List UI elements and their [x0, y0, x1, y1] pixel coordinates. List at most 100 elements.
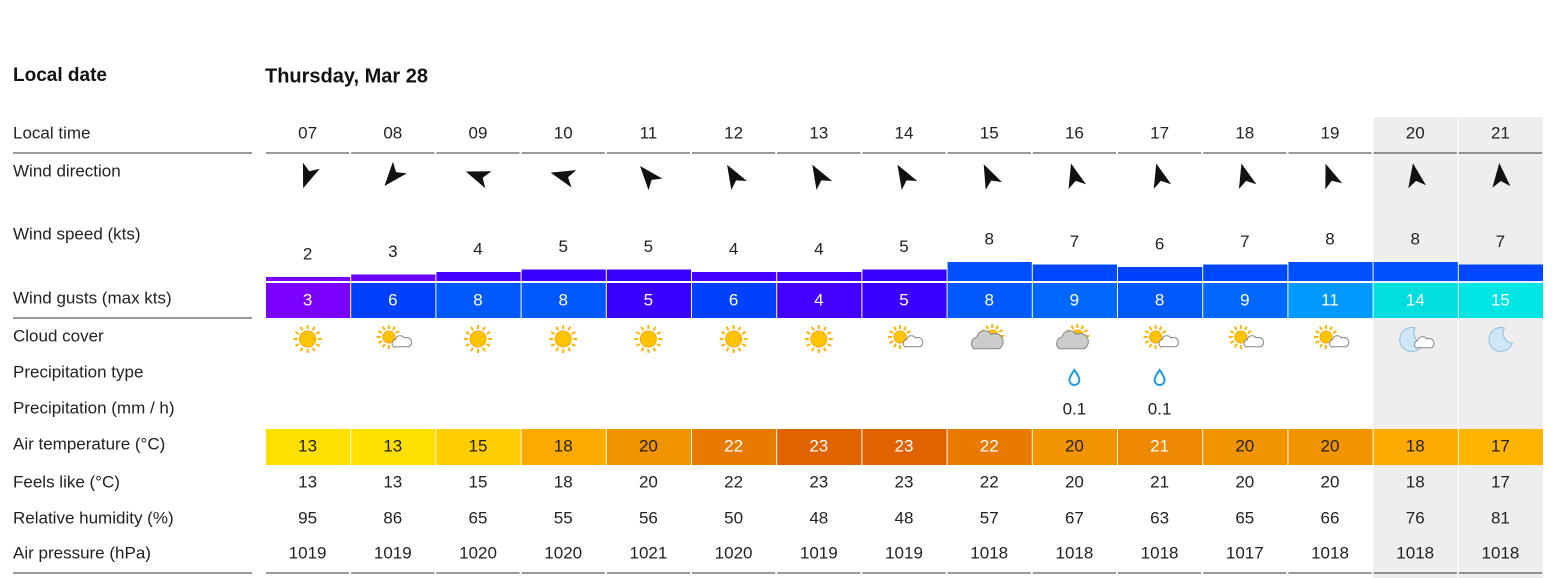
wind-gust-cell	[1118, 283, 1203, 318]
wind-gust-cell	[862, 283, 947, 318]
wind-arrow	[640, 166, 663, 191]
wind-arrow	[812, 164, 833, 191]
temperature-cell	[1118, 429, 1203, 465]
wind-arrow	[1068, 163, 1086, 189]
air-temperature: 23	[809, 436, 828, 455]
air-temperature: 20	[639, 436, 658, 455]
air-temperature: 20	[1321, 436, 1340, 455]
wind-arrow	[550, 170, 577, 188]
pressure: 1020	[459, 543, 497, 562]
wind-speed-bar	[1032, 264, 1117, 281]
sun-ray	[550, 331, 556, 335]
hour: 08	[383, 123, 402, 142]
hour: 13	[809, 123, 828, 142]
temperature-cell	[947, 429, 1032, 465]
row-label: Air temperature (°C)	[13, 434, 165, 453]
wind-speed: 4	[473, 239, 482, 258]
hour: 15	[980, 123, 999, 142]
wind-gust-cell	[351, 283, 436, 318]
row-label: Local time	[13, 123, 90, 142]
humidity: 48	[809, 508, 828, 527]
sun	[554, 330, 572, 348]
hour: 19	[1321, 123, 1340, 142]
date: Thursday, Mar 28	[265, 65, 428, 87]
pressure: 1018	[970, 543, 1008, 562]
wind-speed-bar	[862, 269, 947, 281]
cloud-cover-icon	[1056, 324, 1090, 350]
feels-like: 15	[469, 472, 488, 491]
wind-speed: 8	[1325, 229, 1334, 248]
wind-arrow	[897, 164, 918, 191]
sun-ray	[1319, 343, 1323, 348]
cloud-cover-icon	[1399, 327, 1435, 352]
wind-arrow	[983, 164, 1003, 190]
sun-ray	[640, 326, 645, 331]
sun-ray	[482, 326, 486, 331]
feels-like: 13	[298, 472, 317, 491]
wind-gust: 5	[899, 290, 908, 309]
humidity: 66	[1321, 508, 1340, 527]
humidity: 95	[298, 508, 317, 527]
sun-ray	[737, 347, 742, 352]
hour: 16	[1065, 123, 1084, 142]
wind-speed: 8	[984, 229, 993, 248]
humidity: 50	[724, 508, 743, 527]
wind-speed: 5	[558, 237, 567, 256]
air-temperature: 22	[724, 436, 743, 455]
wind-speed: 6	[1155, 234, 1164, 253]
cloud-cover-icon	[293, 325, 322, 353]
wind-gust-cell	[521, 283, 606, 318]
feels-like: 22	[724, 472, 743, 491]
wind-arrow	[1238, 163, 1257, 189]
sun-ray	[555, 347, 560, 352]
cloud	[1158, 335, 1179, 348]
feels-like: 20	[639, 472, 658, 491]
cloud	[1243, 335, 1265, 348]
hour: 18	[1235, 123, 1254, 142]
wind-speed-bar	[1458, 264, 1543, 281]
humidity: 55	[554, 508, 573, 527]
wind-speed: 7	[1496, 232, 1505, 251]
sun-ray	[465, 331, 470, 335]
temperature-cell	[436, 429, 521, 465]
sun-ray	[635, 343, 641, 347]
sun-ray	[720, 331, 726, 335]
sun	[469, 330, 487, 348]
wind-arrow	[384, 161, 407, 186]
sun-ray	[998, 329, 1004, 333]
cloud	[391, 335, 413, 348]
sun-ray	[315, 343, 321, 347]
row-label: Wind direction	[13, 161, 121, 180]
sun-ray	[1080, 325, 1085, 330]
cloud-cover-icon	[634, 325, 663, 353]
wind-speed: 5	[899, 237, 908, 256]
air-temperature: 23	[895, 436, 914, 455]
temperature-cell	[862, 429, 947, 465]
wind-speed-bar	[777, 272, 862, 281]
wind-gust: 8	[984, 290, 993, 309]
humidity: 76	[1406, 508, 1425, 527]
air-temperature: 18	[1406, 436, 1425, 455]
sun-ray	[656, 331, 662, 335]
wind-gust-cell	[1203, 283, 1288, 318]
wind-gust: 9	[1070, 290, 1079, 309]
feels-like: 21	[1150, 472, 1169, 491]
pressure: 1019	[885, 543, 923, 562]
sun-ray	[315, 331, 321, 335]
sun-ray	[311, 347, 316, 352]
wind-speed-bar	[692, 272, 777, 281]
hour: 20	[1406, 123, 1425, 142]
humidity: 56	[639, 508, 658, 527]
sun	[725, 330, 743, 348]
feels-like: 13	[383, 472, 402, 491]
sun-ray	[1233, 343, 1238, 348]
wind-gust: 3	[303, 290, 312, 309]
sun-ray	[1247, 330, 1252, 334]
sun-ray	[381, 343, 386, 348]
temperature-cell	[266, 429, 351, 465]
wind-speed-bar	[1203, 264, 1288, 281]
wind-gust: 11	[1321, 290, 1339, 309]
wind-gust: 6	[729, 290, 738, 309]
wind-speed: 4	[729, 239, 738, 258]
